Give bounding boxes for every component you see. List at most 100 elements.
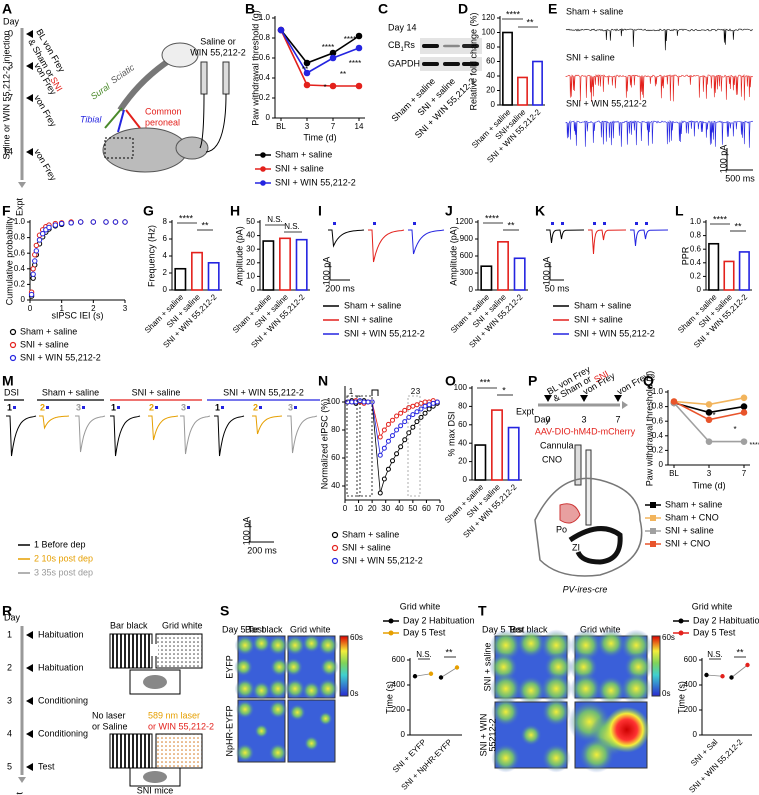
x-tick-label: BL xyxy=(669,469,679,478)
panel-letter: R xyxy=(2,603,12,619)
heat-blob xyxy=(267,634,289,656)
chamber-bar xyxy=(109,633,153,669)
trace xyxy=(287,415,318,454)
point xyxy=(390,458,395,464)
y-tick-label: 120 xyxy=(482,13,496,22)
y-tick-label: 400 xyxy=(684,680,698,689)
point xyxy=(329,82,337,90)
y-tick-label: 80 xyxy=(458,402,467,411)
point xyxy=(438,675,444,680)
point xyxy=(406,430,412,436)
annotation: N.S. xyxy=(707,650,723,659)
bar xyxy=(174,267,187,291)
label: Expt xyxy=(516,406,535,416)
point xyxy=(745,662,750,668)
y-axis-label: Relative fold change (%) xyxy=(468,12,478,110)
syringe xyxy=(222,61,230,95)
stim-mark xyxy=(82,406,85,409)
scale-bar xyxy=(726,148,753,171)
label-part: CB xyxy=(388,40,401,50)
colorbar xyxy=(339,635,349,697)
panel-letter: Q xyxy=(643,373,654,389)
label: Habituation xyxy=(38,662,84,672)
point xyxy=(77,219,84,225)
legend-label: SNI + WIN 55,212-2 xyxy=(20,352,101,362)
annotation: **** xyxy=(179,213,194,223)
series-line xyxy=(280,29,360,75)
point xyxy=(410,403,416,409)
label: 0s xyxy=(350,689,358,698)
y-tick-label: 300 xyxy=(460,268,474,277)
heat-blob xyxy=(489,672,522,705)
scale-label: 100 pA xyxy=(321,257,331,286)
heat-blob xyxy=(578,736,615,773)
bar xyxy=(295,238,308,291)
panel-letter: E xyxy=(548,1,557,17)
label: SNI + WIN 55,212-2 xyxy=(566,98,647,108)
point xyxy=(454,665,460,670)
y-tick-label: 900 xyxy=(460,234,474,243)
point xyxy=(434,399,440,405)
nerve xyxy=(104,107,123,129)
heat-blob xyxy=(318,711,333,726)
heat-blob xyxy=(540,672,573,705)
legend-label: Day 5 Test xyxy=(403,627,446,637)
point xyxy=(402,407,408,413)
stim-mark xyxy=(593,222,596,225)
label: SNI + saline xyxy=(566,52,615,62)
marker-triangle xyxy=(26,664,33,672)
label: Day 5 Test xyxy=(222,624,265,634)
point xyxy=(33,242,40,249)
annotation: 2 xyxy=(411,387,416,396)
panel-letter: K xyxy=(535,203,545,219)
label: DSI xyxy=(4,387,19,397)
label: Cannula xyxy=(540,440,574,450)
label: 60s xyxy=(350,633,363,642)
legend-label: Sham + CNO xyxy=(665,512,719,522)
y-axis-label: Amplitude (pA) xyxy=(448,226,458,286)
point xyxy=(329,54,337,62)
legend-marker xyxy=(650,528,656,534)
panel-letter: A xyxy=(2,1,12,17)
legend-label: SNI + CNO xyxy=(665,538,710,548)
pair-line xyxy=(706,674,723,677)
legend-marker xyxy=(388,618,394,624)
label: SNI + saline xyxy=(482,643,492,692)
legend-marker xyxy=(331,531,339,539)
legend-marker xyxy=(331,544,339,552)
label: von Frey xyxy=(32,147,58,183)
mouse xyxy=(143,675,167,689)
annotation: **** xyxy=(485,213,500,223)
panel-letter: F xyxy=(2,203,11,219)
heat-blob xyxy=(596,676,626,705)
point xyxy=(398,410,404,416)
y-tick-label: 20 xyxy=(458,457,467,466)
y-tick-label: 60 xyxy=(458,420,467,429)
label: Day xyxy=(534,414,551,424)
y-tick-label: 0.6 xyxy=(652,416,664,425)
annotation: ** xyxy=(302,65,308,74)
point xyxy=(385,466,391,472)
point xyxy=(303,59,311,67)
y-tick-label: 0.4 xyxy=(652,431,664,440)
legend-label: Sham + saline xyxy=(665,499,722,509)
point xyxy=(385,438,391,444)
stim-mark xyxy=(413,222,416,225)
point xyxy=(740,403,748,410)
chamber-bar xyxy=(109,733,153,769)
arrow-head xyxy=(18,777,26,783)
y-tick-label: 0 xyxy=(463,475,468,484)
series-line xyxy=(280,29,359,87)
y-tick-label: 8 xyxy=(163,217,168,226)
heat-blob xyxy=(234,657,254,677)
point xyxy=(36,237,43,243)
label: 4 xyxy=(7,728,12,738)
annotation: ** xyxy=(526,17,534,27)
label: Sham + saline xyxy=(42,387,99,397)
legend-marker xyxy=(650,541,656,547)
y-tick-label: 0.8 xyxy=(652,402,664,411)
point xyxy=(355,32,363,40)
point xyxy=(402,437,408,443)
colorbar xyxy=(651,635,661,697)
label: 3 xyxy=(7,695,12,705)
